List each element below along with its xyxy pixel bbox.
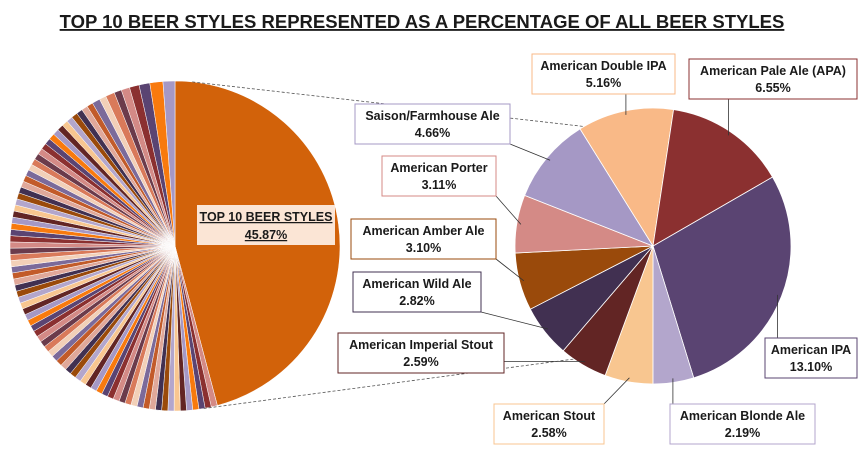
leader-lines: [480, 94, 778, 405]
top10-label: TOP 10 BEER STYLES 45.87%: [197, 205, 335, 245]
label-name: American Porter: [390, 161, 487, 175]
leader-line-american-amber-ale: [495, 258, 525, 282]
detail-slice-american-double-ipa: [579, 107, 675, 248]
label-american-amber-ale: American Amber Ale 3.10%: [350, 218, 497, 260]
detail-slice-saison-farmhouse-ale: [524, 128, 654, 247]
label-name: American Imperial Stout: [349, 338, 494, 352]
leader-line-american-porter: [495, 195, 522, 225]
detail-slice-american-pale-ale-apa: [652, 109, 774, 247]
data-labels: TOP 10 BEER STYLES 45.87% American IPA 13.1…: [197, 53, 858, 445]
label-name: Saison/Farmhouse Ale: [365, 109, 499, 123]
label-value: 2.19%: [725, 426, 760, 440]
label-american-double-ipa: American Double IPA 5.16%: [531, 53, 676, 95]
label-name: American Pale Ale (APA): [700, 64, 846, 78]
label-american-porter: American Porter 3.11%: [381, 155, 497, 197]
label-value: 6.55%: [755, 81, 790, 95]
label-box: [669, 403, 816, 445]
detail-slice-american-ipa: [652, 176, 792, 379]
label-name: American Wild Ale: [362, 277, 471, 291]
label-box: [531, 53, 676, 95]
label-box: [764, 337, 858, 379]
label-american-ipa: American IPA 13.10%: [764, 337, 858, 379]
top10-label-box: [197, 205, 335, 245]
label-name: American IPA: [771, 343, 851, 357]
label-box: [350, 218, 497, 260]
label-value: 13.10%: [790, 360, 832, 374]
label-american-pale-ale-apa: American Pale Ale (APA) 6.55%: [688, 58, 858, 100]
label-box: [493, 403, 605, 445]
label-saison-farmhouse-ale: Saison/Farmhouse Ale 4.66%: [354, 103, 511, 145]
label-value: 4.66%: [415, 126, 450, 140]
label-box: [352, 271, 482, 313]
label-box: [354, 103, 511, 145]
top10-label-name: TOP 10 BEER STYLES: [200, 210, 333, 224]
main-pie-slice-other: [162, 80, 176, 247]
label-name: American Double IPA: [540, 59, 666, 73]
label-box: [337, 332, 505, 374]
leader-line-american-stout: [603, 377, 630, 405]
detail-pie: [514, 107, 792, 385]
label-value: 3.11%: [422, 178, 457, 192]
label-value: 2.82%: [399, 294, 434, 308]
chart-title: TOP 10 BEER STYLES REPRESENTED AS A PERC…: [60, 11, 785, 32]
label-name: American Amber Ale: [362, 224, 484, 238]
label-value: 5.16%: [586, 76, 621, 90]
label-american-blonde-ale: American Blonde Ale 2.19%: [669, 403, 816, 445]
main-pie: [9, 80, 341, 412]
connector-line-bottom: [203, 358, 574, 409]
label-american-stout: American Stout 2.58%: [493, 403, 605, 445]
label-name: American Stout: [503, 409, 596, 423]
label-name: American Blonde Ale: [680, 409, 805, 423]
leader-line-american-wild-ale: [480, 311, 549, 330]
label-value: 2.58%: [531, 426, 566, 440]
label-value: 2.59%: [403, 355, 438, 369]
label-box: [688, 58, 858, 100]
label-american-wild-ale: American Wild Ale 2.82%: [352, 271, 482, 313]
label-value: 3.10%: [406, 241, 441, 255]
label-american-imperial-stout: American Imperial Stout 2.59%: [337, 332, 505, 374]
leader-line-saison-farmhouse-ale: [509, 143, 551, 161]
top10-label-value: 45.87%: [245, 228, 287, 242]
label-box: [381, 155, 497, 197]
